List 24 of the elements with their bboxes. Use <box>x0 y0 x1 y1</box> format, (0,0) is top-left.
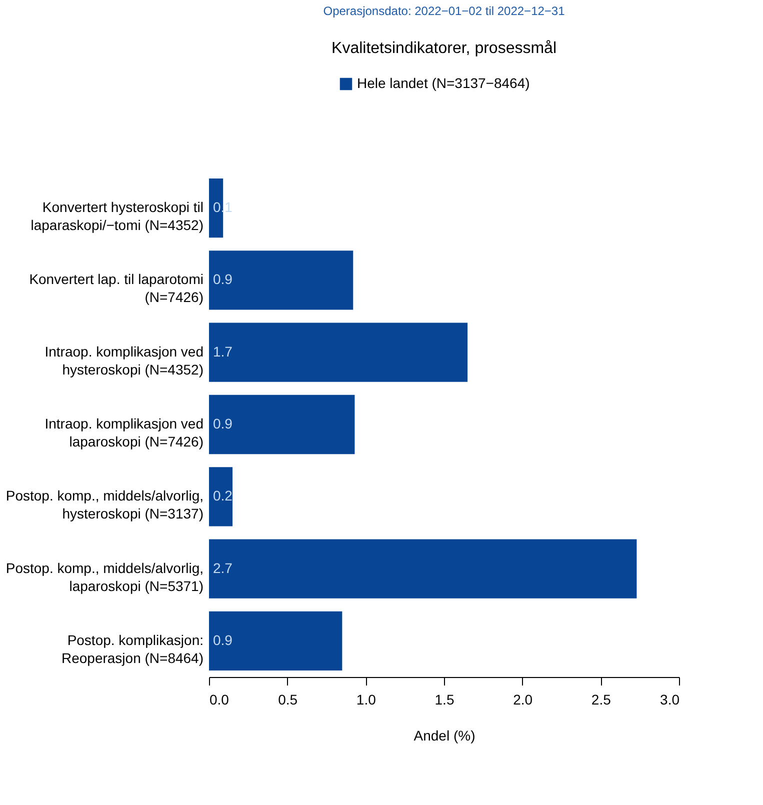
data-label: 2.7 <box>213 560 233 576</box>
x-tick-label: 1.5 <box>434 692 454 708</box>
y-tick-label: Intraop. komplikasjon ved hysteroskopi (N=4352) <box>44 343 204 378</box>
y-tick-label: Konvertert hysteroskopi til laparaskopi/−tomi (N=4352) <box>30 199 204 234</box>
y-tick-label: Postop. komp., middels/alvorlig, hysteroskopi (N=3137) <box>6 488 204 522</box>
chart-title: Kvalitetsindikatorer, prosessmål <box>332 40 556 57</box>
data-label: 1.7 <box>213 343 233 360</box>
x-tick-label: 0.5 <box>278 692 298 708</box>
x-tick-label: 1.0 <box>356 692 376 708</box>
data-label: 0.9 <box>213 271 233 288</box>
data-label: 0.2 <box>213 488 233 504</box>
y-tick-label: Konvertert lap. til laparotomi (N=7426) <box>29 271 204 306</box>
legend-label: Hele landet (N=3137−8464) <box>357 75 530 91</box>
text: Operasjonsdato: 2022−01−02 til 2022−12−31 <box>323 4 566 18</box>
data-label: 0.9 <box>213 632 233 648</box>
x-tick-label: 3.0 <box>660 692 680 708</box>
x-axis-title: Andel (%) <box>414 728 476 744</box>
x-tick-label: 2.0 <box>513 692 533 708</box>
x-tick-label: 0.0 <box>210 692 230 708</box>
y-tick-label: Intraop. komplikasjon ved laparoskopi (N=7426) <box>44 416 204 450</box>
data-label: 0.9 <box>213 416 233 432</box>
x-tick-label: 2.5 <box>591 692 612 708</box>
y-tick-label: Postop. komplikasjon: Reoperasjon (N=8464) <box>61 632 204 666</box>
y-tick-label: Postop. komp., middels/alvorlig, laparoskopi (N=5371) <box>6 560 204 594</box>
